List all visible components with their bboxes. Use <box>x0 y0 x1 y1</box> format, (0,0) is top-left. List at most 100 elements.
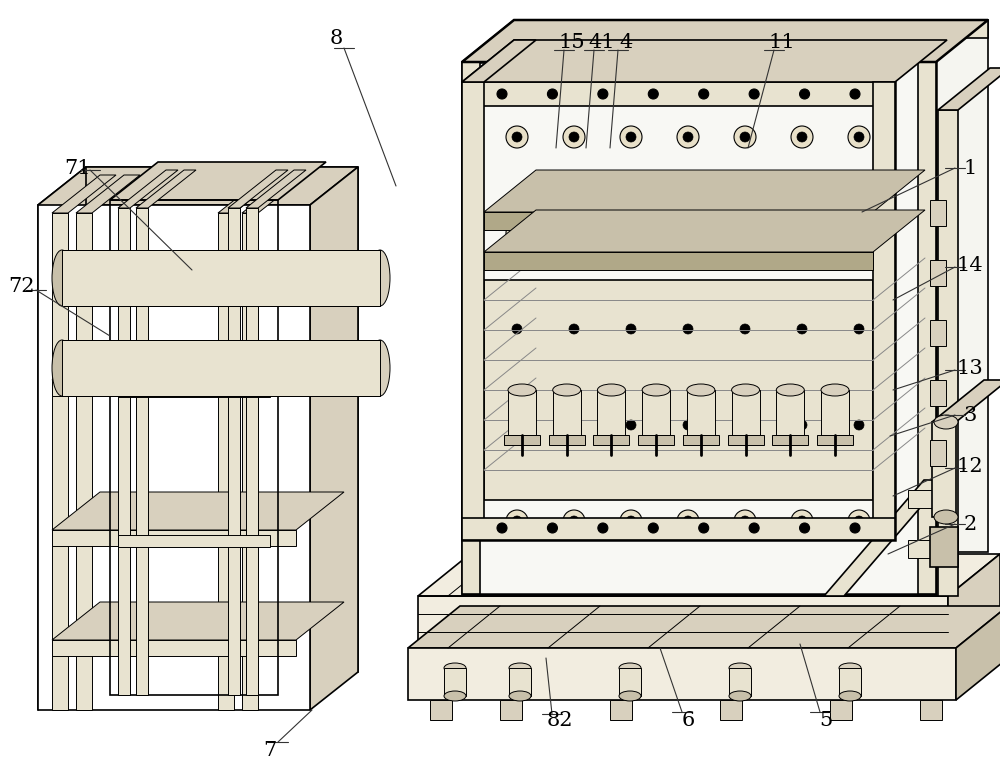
Polygon shape <box>728 435 764 445</box>
Polygon shape <box>948 554 1000 648</box>
Circle shape <box>563 126 585 148</box>
Polygon shape <box>408 648 956 700</box>
Text: 71: 71 <box>65 158 91 177</box>
Polygon shape <box>597 390 625 435</box>
Circle shape <box>683 324 693 334</box>
Ellipse shape <box>821 384 849 396</box>
Polygon shape <box>514 20 988 38</box>
Text: 5: 5 <box>819 711 833 730</box>
Circle shape <box>512 516 522 526</box>
Polygon shape <box>932 380 1000 422</box>
Polygon shape <box>830 700 852 720</box>
Text: 1: 1 <box>963 158 977 177</box>
Polygon shape <box>462 20 532 62</box>
Polygon shape <box>839 668 861 696</box>
Polygon shape <box>932 422 956 517</box>
Polygon shape <box>638 435 674 445</box>
Ellipse shape <box>619 691 641 701</box>
Circle shape <box>797 228 807 238</box>
Text: 14: 14 <box>957 256 983 275</box>
Ellipse shape <box>508 384 536 396</box>
Polygon shape <box>508 390 536 435</box>
Circle shape <box>506 126 528 148</box>
Ellipse shape <box>509 691 531 701</box>
Text: 11: 11 <box>769 32 795 51</box>
Circle shape <box>626 324 636 334</box>
Circle shape <box>563 222 585 244</box>
Polygon shape <box>246 170 306 208</box>
Ellipse shape <box>444 663 466 673</box>
Polygon shape <box>509 668 531 696</box>
Polygon shape <box>52 175 116 213</box>
Polygon shape <box>619 668 641 696</box>
Circle shape <box>506 318 528 340</box>
Polygon shape <box>772 435 808 445</box>
Circle shape <box>740 420 750 430</box>
Circle shape <box>620 126 642 148</box>
Polygon shape <box>218 175 282 213</box>
Circle shape <box>563 318 585 340</box>
Text: 15: 15 <box>559 32 585 51</box>
Text: 8: 8 <box>329 28 343 47</box>
Polygon shape <box>918 62 936 594</box>
Ellipse shape <box>934 510 958 524</box>
Ellipse shape <box>839 691 861 701</box>
Circle shape <box>854 228 864 238</box>
Circle shape <box>506 510 528 532</box>
Polygon shape <box>418 554 1000 596</box>
Polygon shape <box>504 435 540 445</box>
Ellipse shape <box>52 250 72 306</box>
Circle shape <box>734 414 756 436</box>
Circle shape <box>497 523 507 533</box>
Circle shape <box>683 420 693 430</box>
Text: 3: 3 <box>963 405 977 425</box>
Text: 12: 12 <box>957 457 983 476</box>
Text: 72: 72 <box>9 276 35 295</box>
Polygon shape <box>76 213 92 710</box>
Circle shape <box>791 510 813 532</box>
Circle shape <box>800 89 810 99</box>
Text: 7: 7 <box>263 741 277 760</box>
Polygon shape <box>732 390 760 435</box>
Circle shape <box>569 228 579 238</box>
Polygon shape <box>930 200 946 226</box>
Polygon shape <box>930 320 946 346</box>
Polygon shape <box>824 480 944 596</box>
Polygon shape <box>930 380 946 406</box>
Circle shape <box>740 132 750 142</box>
Ellipse shape <box>509 663 531 673</box>
Circle shape <box>749 523 759 533</box>
Circle shape <box>740 516 750 526</box>
Ellipse shape <box>776 384 804 396</box>
Polygon shape <box>136 170 196 208</box>
Polygon shape <box>52 342 344 380</box>
Circle shape <box>791 414 813 436</box>
Circle shape <box>740 228 750 238</box>
Polygon shape <box>462 40 947 82</box>
Ellipse shape <box>444 691 466 701</box>
Circle shape <box>734 318 756 340</box>
Polygon shape <box>228 170 288 208</box>
Circle shape <box>626 228 636 238</box>
Circle shape <box>848 126 870 148</box>
Polygon shape <box>683 435 719 445</box>
Text: 82: 82 <box>547 711 573 730</box>
Polygon shape <box>76 175 140 213</box>
Circle shape <box>791 318 813 340</box>
Circle shape <box>791 222 813 244</box>
Text: 13: 13 <box>957 359 983 377</box>
Ellipse shape <box>52 340 72 396</box>
Circle shape <box>677 318 699 340</box>
Circle shape <box>512 132 522 142</box>
Polygon shape <box>462 62 480 594</box>
Circle shape <box>854 324 864 334</box>
Polygon shape <box>462 40 536 82</box>
Circle shape <box>683 228 693 238</box>
Circle shape <box>626 420 636 430</box>
Polygon shape <box>62 250 380 306</box>
Circle shape <box>648 523 658 533</box>
Polygon shape <box>228 208 240 695</box>
Circle shape <box>620 510 642 532</box>
Polygon shape <box>52 380 296 396</box>
Polygon shape <box>52 213 68 710</box>
